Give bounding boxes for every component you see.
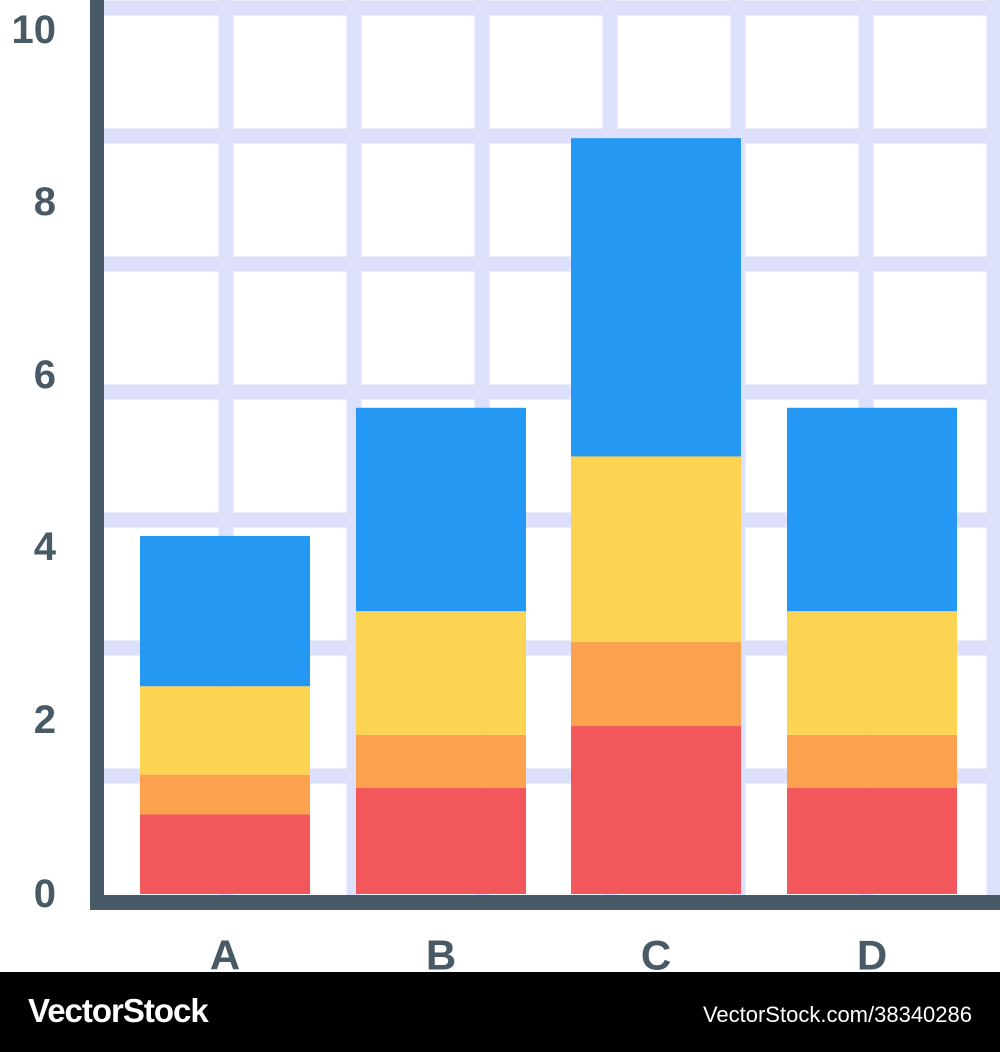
bar-segment-c-4 <box>571 138 741 457</box>
y-tick-label: 10 <box>12 8 57 52</box>
x-tick-label-a: A <box>210 932 240 973</box>
bar-segment-c-1 <box>571 726 741 894</box>
y-tick-label: 8 <box>34 180 56 224</box>
bar-segment-a-4 <box>140 535 310 687</box>
y-tick-label: 0 <box>34 872 56 916</box>
image-reference: VectorStock.com/38340286 <box>702 1002 972 1027</box>
bar-segment-d-2 <box>787 734 957 788</box>
bar-segment-b-2 <box>356 734 526 788</box>
y-axis-line <box>90 0 104 910</box>
tick-labels: 0 2 4 6 8 10 A B C D <box>12 8 888 972</box>
watermark-footer: VectorStock VectorStock.com/38340286 <box>0 972 1000 1052</box>
bar-segment-c-3 <box>571 456 741 643</box>
y-tick-label: 4 <box>34 525 57 569</box>
x-axis-line <box>90 895 1000 910</box>
y-tick-label: 2 <box>34 698 56 742</box>
x-tick-label-d: D <box>857 932 887 973</box>
bar-segment-d-3 <box>787 611 957 735</box>
axes <box>90 0 1000 910</box>
bar-segment-c-2 <box>571 642 741 727</box>
bar-segment-b-1 <box>356 787 526 894</box>
y-tick-label: 6 <box>34 353 56 397</box>
bars <box>140 138 957 894</box>
bar-segment-d-1 <box>787 787 957 894</box>
bar-segment-d-4 <box>787 407 957 612</box>
bar-segment-a-1 <box>140 814 310 894</box>
stacked-bar-chart: 0 2 4 6 8 10 A B C D <box>11 0 1000 972</box>
x-tick-label-b: B <box>426 932 456 973</box>
bar-segment-a-2 <box>140 774 310 815</box>
brand-name: VectorStock <box>28 992 209 1029</box>
bar-segment-b-3 <box>356 611 526 735</box>
bar-segment-b-4 <box>356 407 526 612</box>
bar-segment-a-3 <box>140 686 310 775</box>
x-tick-label-c: C <box>641 932 671 973</box>
